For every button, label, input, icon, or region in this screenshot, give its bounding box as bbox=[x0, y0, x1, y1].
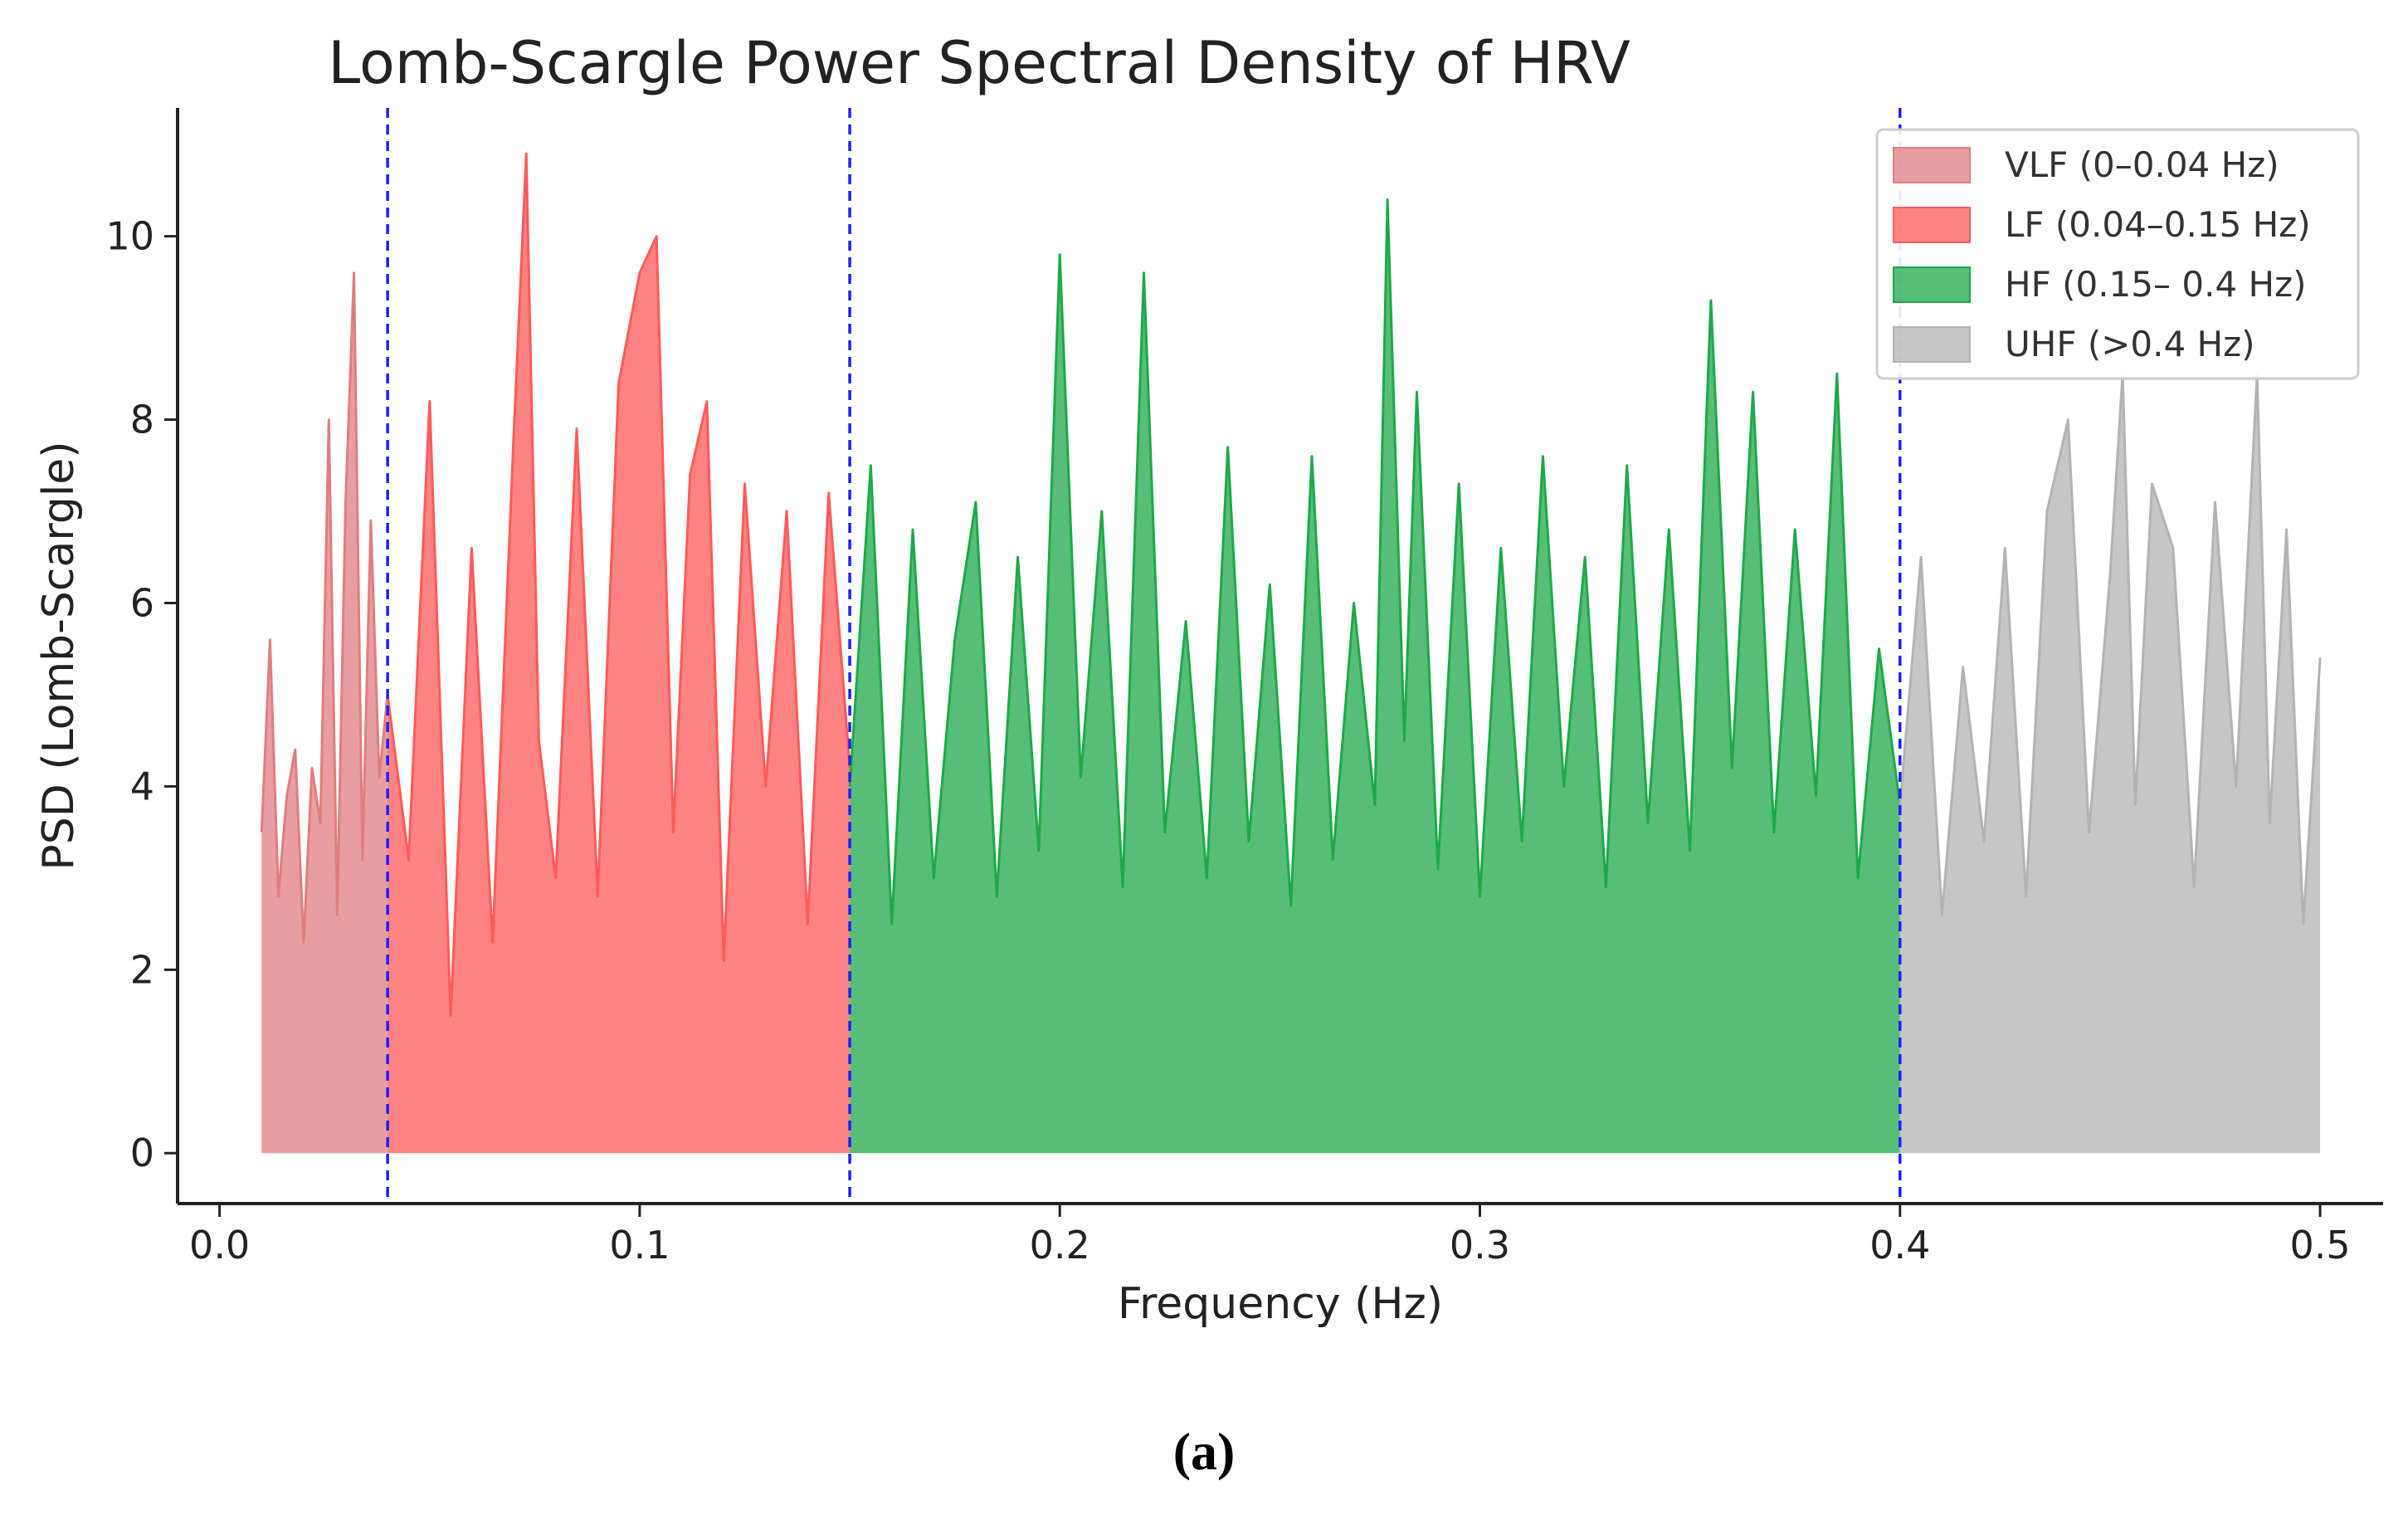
legend-label-1: LF (0.04–0.15 Hz) bbox=[2005, 204, 2311, 245]
chart-title: Lomb-Scargle Power Spectral Density of H… bbox=[328, 29, 1631, 97]
axes bbox=[176, 108, 2383, 1205]
y-tick-label-4: 8 bbox=[130, 398, 154, 442]
x-tick-label-2: 0.2 bbox=[1030, 1223, 1090, 1267]
y-tick-label-0: 0 bbox=[130, 1131, 154, 1175]
x-tick-label-1: 0.1 bbox=[609, 1223, 670, 1267]
x-tick-label-0: 0.0 bbox=[189, 1223, 250, 1267]
x-tick-label-3: 0.3 bbox=[1450, 1223, 1510, 1267]
y-tick-label-5: 10 bbox=[105, 214, 154, 259]
legend-frame bbox=[1875, 128, 2360, 380]
legend-swatch-1 bbox=[1893, 207, 1971, 243]
y-tick-label-1: 2 bbox=[130, 947, 154, 992]
x-ticks: 0.0 0.1 0.2 0.3 0.4 0.5 bbox=[189, 1204, 2351, 1267]
band-area-3 bbox=[1899, 374, 2321, 1154]
y-axis-label: PSD (Lomb-Scargle) bbox=[34, 441, 84, 870]
legend-swatch-2 bbox=[1893, 266, 1971, 303]
legend-label-0: VLF (0–0.04 Hz) bbox=[2005, 144, 2279, 185]
band-line-0 bbox=[260, 271, 389, 944]
band-area-0 bbox=[261, 272, 388, 1154]
legend-label-3: UHF (>0.4 Hz) bbox=[2005, 324, 2255, 364]
legend-swatch-3 bbox=[1893, 326, 1971, 363]
band-line-2 bbox=[848, 198, 1902, 925]
legend-label-2: HF (0.15– 0.4 Hz) bbox=[2005, 264, 2307, 305]
band-line-1 bbox=[386, 152, 851, 1018]
y-tick-label-3: 6 bbox=[130, 580, 154, 625]
figure-caption: (a) bbox=[1173, 1422, 1236, 1481]
y-tick-label-2: 4 bbox=[130, 764, 154, 808]
band-area-1 bbox=[388, 154, 851, 1154]
x-tick-label-5: 0.5 bbox=[2289, 1223, 2350, 1267]
legend: VLF (0–0.04 Hz) LF (0.04–0.15 Hz) HF (0.15… bbox=[1875, 128, 2360, 380]
band-area-2 bbox=[850, 199, 1900, 1154]
band-areas bbox=[261, 154, 2321, 1154]
x-tick-label-4: 0.4 bbox=[1869, 1223, 1930, 1267]
legend-swatch-0 bbox=[1893, 147, 1971, 183]
x-axis-label: Frequency (Hz) bbox=[1118, 1279, 1443, 1329]
band-lines bbox=[260, 152, 2322, 1018]
y-ticks: 0 2 4 6 8 10 bbox=[105, 214, 178, 1175]
